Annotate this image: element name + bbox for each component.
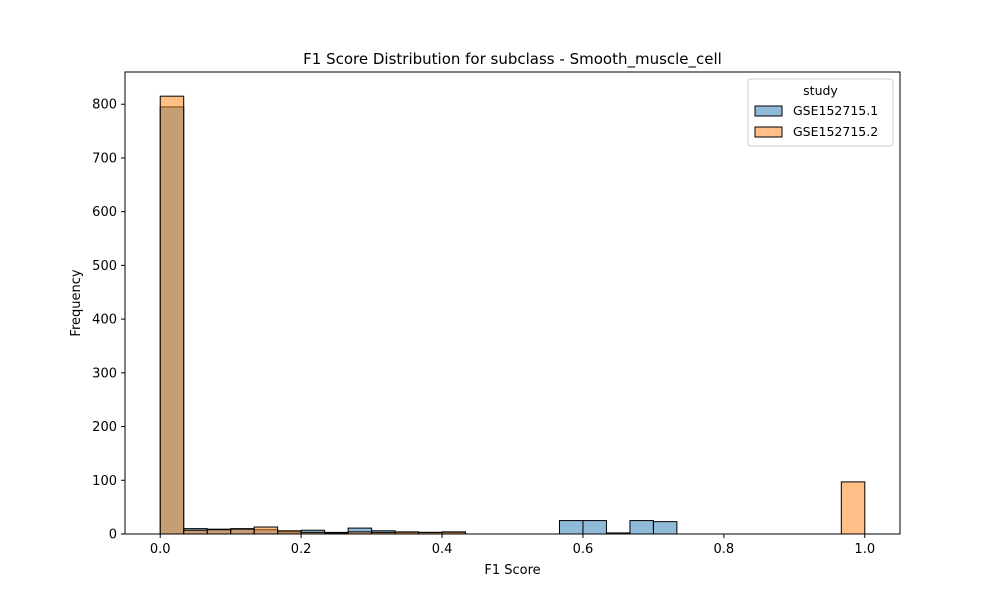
chart-title: F1 Score Distribution for subclass - Smo… [303,50,722,69]
bar-series-2-bin-2 [206,529,232,535]
bar-series-1-bin-18 [582,520,607,535]
x-axis-ticks: 0.0 0.2 0.4 0.6 0.8 1.0 [150,534,875,557]
x-tick-label: 0.2 [291,542,312,557]
y-tick-label: 0 [109,528,117,543]
legend-swatch-series-1 [754,105,783,117]
x-tick-label: 0.4 [432,542,453,557]
legend-label-series-2: GSE152715.2 [793,124,878,139]
bar-series-2-bin-4 [253,526,279,535]
bar-series-2-bin-3 [230,528,255,535]
bar-series-1-bin-21 [652,521,678,535]
legend: study GSE152715.1 GSE152715.2 [747,78,894,147]
y-tick-label: 500 [92,259,117,274]
x-tick-label: 0.0 [150,542,171,557]
y-axis-ticks: 0 100 200 300 400 500 600 700 800 [92,98,125,543]
x-tick-label: 1.0 [854,542,875,557]
bar-series-1-bin-20 [629,520,654,535]
legend-box [747,78,894,147]
bar-series-2-bin-1 [183,529,208,535]
x-tick-label: 0.8 [714,542,735,557]
plot-frame [124,71,901,535]
bar-series-2-bin-29 [840,481,866,535]
bar-series-1-bin-17 [558,520,584,535]
legend-title: study [803,83,838,98]
bar-series-2-bin-0 [159,95,185,535]
y-tick-label: 800 [92,98,117,113]
x-tick-label: 0.6 [573,542,594,557]
y-tick-label: 700 [92,151,117,166]
legend-swatch-series-2 [754,126,783,138]
y-tick-label: 600 [92,205,117,220]
legend-label-series-1: GSE152715.1 [793,103,878,118]
bars-group [159,95,866,535]
y-tick-label: 300 [92,366,117,381]
y-tick-label: 100 [92,474,117,489]
y-tick-label: 400 [92,313,117,328]
y-tick-label: 200 [92,420,117,435]
x-axis-label: F1 Score [484,563,540,578]
y-axis-label: Frequency [69,269,84,336]
